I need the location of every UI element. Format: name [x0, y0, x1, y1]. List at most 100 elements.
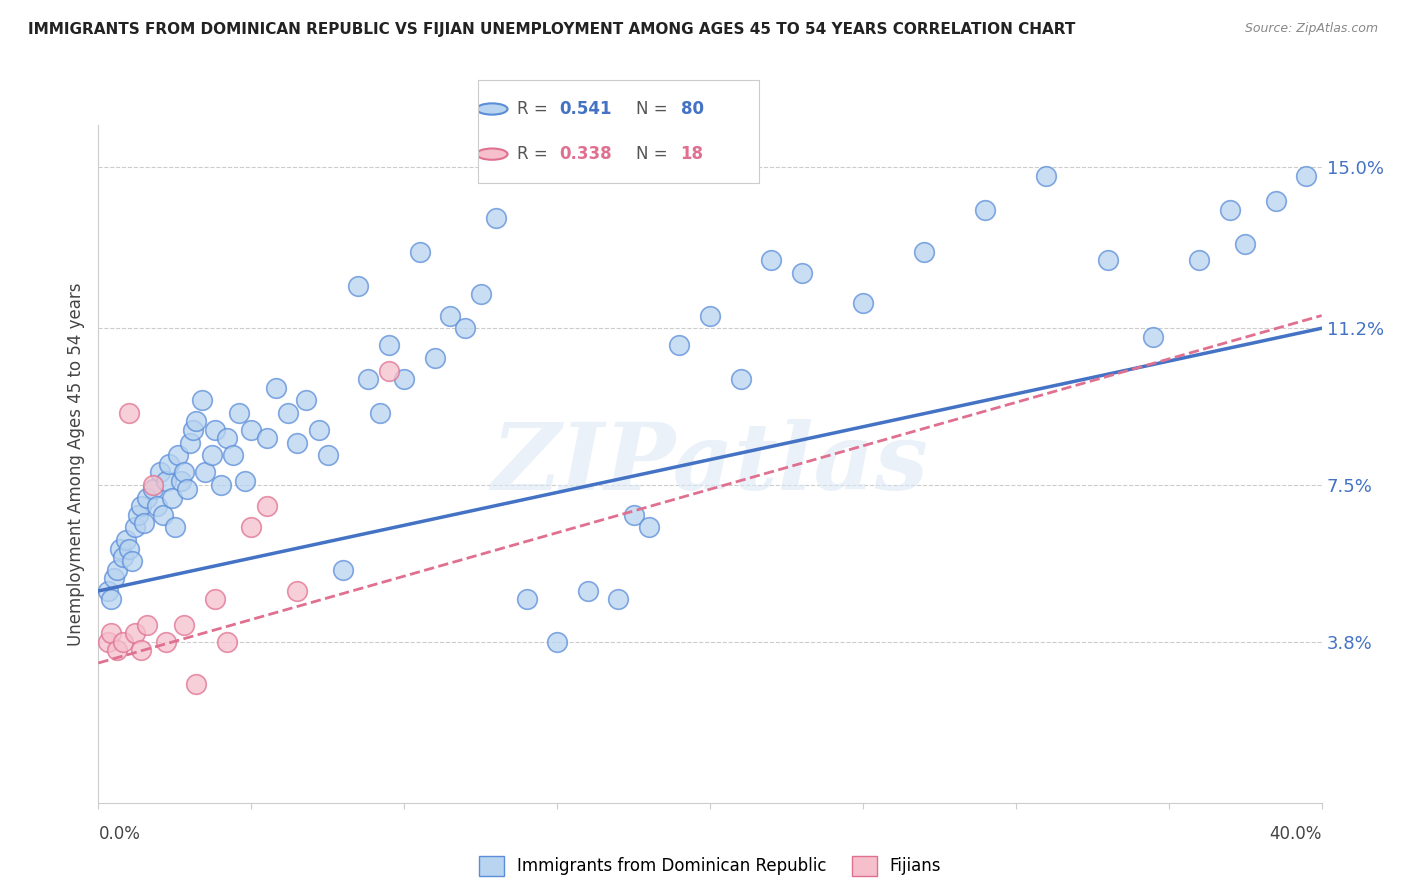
Point — [637, 520, 661, 534]
Text: Source: ZipAtlas.com: Source: ZipAtlas.com — [1244, 22, 1378, 36]
Point — [215, 635, 238, 649]
Point — [454, 321, 477, 335]
Point — [204, 423, 226, 437]
Point — [179, 435, 201, 450]
Point — [228, 406, 250, 420]
Point — [105, 643, 128, 657]
Point — [356, 372, 378, 386]
Point — [607, 592, 630, 607]
Point — [124, 626, 146, 640]
Point — [173, 617, 195, 632]
Point — [699, 309, 721, 323]
Point — [392, 372, 416, 386]
Point — [256, 432, 278, 446]
Point — [974, 202, 997, 217]
Point — [623, 508, 645, 522]
Point — [152, 508, 174, 522]
Point — [142, 482, 165, 496]
Point — [1219, 202, 1241, 217]
Point — [222, 448, 245, 462]
Point — [163, 520, 186, 534]
Point — [233, 474, 256, 488]
Point — [378, 364, 401, 378]
Point — [191, 393, 214, 408]
Point — [1097, 253, 1119, 268]
Point — [546, 635, 568, 649]
Point — [308, 423, 330, 437]
Point — [97, 583, 120, 598]
Point — [576, 583, 599, 598]
Text: 0.541: 0.541 — [560, 100, 612, 118]
Point — [912, 244, 935, 259]
Point — [332, 563, 354, 577]
Point — [136, 617, 159, 632]
Point — [194, 466, 217, 480]
Point — [209, 478, 232, 492]
Point — [240, 423, 263, 437]
Point — [759, 253, 782, 268]
Text: 0.0%: 0.0% — [98, 825, 141, 843]
Point — [485, 211, 508, 225]
Point — [264, 380, 287, 394]
Point — [160, 491, 183, 505]
Point — [124, 520, 146, 534]
Text: R =: R = — [517, 100, 554, 118]
Text: 80: 80 — [681, 100, 703, 118]
Point — [170, 474, 193, 488]
Circle shape — [477, 148, 508, 160]
Point — [285, 583, 308, 598]
Legend: Immigrants from Dominican Republic, Fijians: Immigrants from Dominican Republic, Fiji… — [472, 849, 948, 882]
Circle shape — [477, 103, 508, 115]
Point — [408, 244, 430, 259]
Text: 18: 18 — [681, 145, 703, 163]
Point — [181, 423, 204, 437]
Point — [134, 516, 156, 530]
Point — [423, 351, 446, 365]
Point — [240, 520, 263, 534]
Point — [127, 508, 149, 522]
Point — [1188, 253, 1211, 268]
Point — [108, 541, 131, 556]
Point — [1142, 330, 1164, 344]
Point — [1035, 169, 1057, 183]
Point — [129, 500, 152, 514]
Point — [316, 448, 339, 462]
Point — [470, 287, 492, 301]
Point — [155, 635, 177, 649]
Point — [277, 406, 299, 420]
Point — [100, 626, 122, 640]
Point — [790, 266, 813, 280]
Point — [115, 533, 138, 547]
Text: 0.338: 0.338 — [560, 145, 612, 163]
Point — [668, 338, 690, 352]
Point — [186, 414, 208, 429]
Text: 40.0%: 40.0% — [1270, 825, 1322, 843]
Point — [118, 406, 141, 420]
Point — [100, 592, 122, 607]
Point — [439, 309, 461, 323]
Point — [295, 393, 318, 408]
Text: ZIPatlas: ZIPatlas — [492, 419, 928, 508]
Point — [1264, 194, 1286, 208]
Point — [111, 549, 134, 565]
Point — [516, 592, 538, 607]
Text: N =: N = — [636, 100, 672, 118]
Point — [347, 278, 370, 293]
Point — [204, 592, 226, 607]
Point — [142, 478, 165, 492]
Point — [118, 541, 141, 556]
Point — [157, 457, 180, 471]
Point — [285, 435, 308, 450]
Y-axis label: Unemployment Among Ages 45 to 54 years: Unemployment Among Ages 45 to 54 years — [66, 282, 84, 646]
Point — [149, 466, 172, 480]
Point — [167, 448, 190, 462]
Point — [129, 643, 152, 657]
Point — [1234, 236, 1257, 251]
Point — [105, 563, 128, 577]
Point — [145, 500, 167, 514]
Point — [155, 474, 177, 488]
Point — [136, 491, 159, 505]
Point — [730, 372, 752, 386]
Point — [103, 571, 125, 585]
Text: N =: N = — [636, 145, 672, 163]
